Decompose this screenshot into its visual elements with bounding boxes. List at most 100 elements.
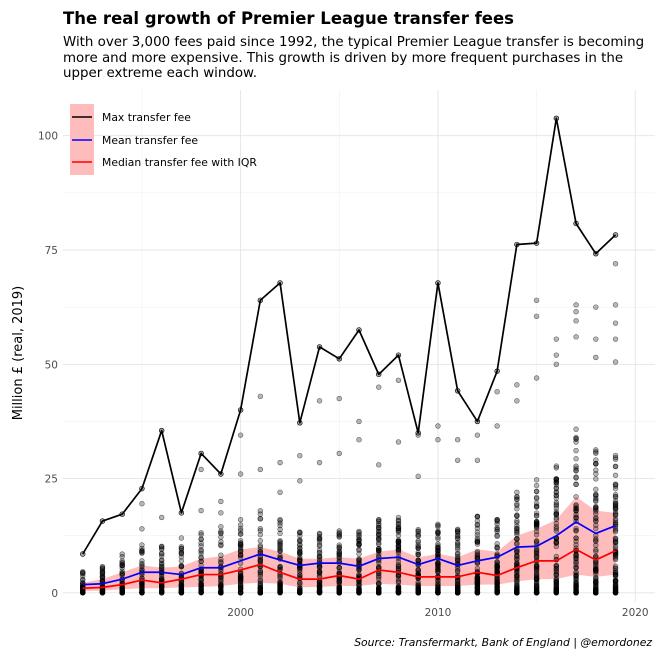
data-point	[612, 588, 619, 595]
data-point	[139, 589, 145, 595]
data-point	[415, 543, 421, 550]
data-point	[356, 586, 362, 593]
data-point	[376, 462, 382, 468]
data-point	[139, 501, 145, 507]
data-point	[316, 542, 323, 548]
data-point	[139, 563, 145, 570]
data-point	[612, 542, 619, 549]
data-point	[573, 586, 579, 592]
data-point	[356, 560, 362, 566]
data-point	[573, 565, 579, 571]
data-point	[158, 588, 165, 595]
data-point	[277, 489, 283, 495]
data-point	[237, 531, 244, 537]
data-point	[612, 563, 619, 569]
data-point	[119, 570, 125, 577]
data-point	[80, 569, 86, 575]
data-point	[356, 541, 362, 547]
data-point	[593, 476, 599, 482]
data-point	[257, 588, 264, 595]
data-point	[395, 525, 402, 531]
data-point	[237, 578, 244, 585]
data-point	[395, 550, 402, 556]
data-point	[119, 589, 125, 596]
data-point	[514, 398, 520, 404]
data-point	[316, 564, 323, 570]
y-tick-label: 50	[45, 359, 58, 371]
data-point	[395, 517, 402, 523]
data-point	[158, 551, 165, 557]
data-point	[395, 542, 402, 549]
data-point	[336, 530, 342, 536]
data-point	[593, 580, 599, 587]
data-point	[612, 569, 619, 576]
x-tick-label: 2000	[227, 607, 254, 619]
data-point	[514, 525, 520, 532]
data-point	[474, 513, 481, 520]
data-point	[139, 560, 145, 567]
data-point	[415, 531, 421, 537]
data-point	[593, 536, 599, 542]
data-point	[257, 531, 264, 538]
data-point	[553, 485, 560, 491]
data-point	[612, 483, 619, 489]
data-point	[533, 538, 540, 544]
data-point	[237, 517, 244, 523]
data-point	[474, 521, 481, 528]
data-point	[573, 334, 579, 340]
data-point	[198, 536, 204, 542]
data-point	[514, 513, 520, 519]
data-point	[474, 537, 481, 543]
data-point	[474, 432, 481, 438]
data-point	[612, 456, 619, 462]
data-point	[139, 558, 145, 564]
data-point	[494, 562, 500, 568]
data-point	[533, 488, 540, 494]
data-point	[158, 543, 165, 550]
data-point	[218, 556, 224, 563]
data-point	[395, 527, 402, 533]
scatter-points	[80, 115, 619, 596]
data-point	[612, 565, 619, 571]
data-point	[178, 535, 185, 541]
data-point	[218, 510, 224, 516]
data-point	[573, 475, 579, 481]
data-point	[612, 454, 619, 461]
data-point	[612, 581, 619, 588]
data-point	[573, 456, 579, 462]
data-point	[533, 553, 540, 560]
data-point	[533, 510, 540, 516]
data-point	[533, 550, 540, 557]
data-point	[612, 506, 619, 512]
data-point	[395, 529, 402, 535]
data-point	[395, 587, 402, 593]
data-point	[395, 588, 402, 595]
data-point	[514, 529, 520, 536]
data-point	[237, 432, 244, 438]
data-point	[158, 564, 165, 570]
data-point	[494, 517, 500, 524]
data-point	[494, 582, 500, 588]
chart-title: The real growth of Premier League transf…	[63, 9, 514, 28]
data-point	[435, 565, 441, 571]
data-point	[277, 538, 283, 544]
data-point	[356, 557, 362, 563]
data-point	[415, 590, 421, 596]
data-point	[80, 589, 86, 596]
data-point	[514, 519, 520, 526]
data-point	[218, 589, 224, 595]
data-point	[415, 542, 421, 548]
data-point	[316, 543, 323, 549]
data-point	[553, 465, 560, 471]
data-point	[573, 514, 579, 521]
data-point	[612, 486, 619, 492]
data-point	[533, 477, 540, 483]
data-point	[454, 437, 461, 443]
data-point	[612, 577, 619, 584]
data-point	[612, 493, 619, 500]
data-point	[80, 570, 86, 576]
data-point	[593, 568, 599, 574]
data-point	[237, 552, 244, 559]
data-point	[316, 569, 323, 576]
data-point	[533, 569, 540, 575]
